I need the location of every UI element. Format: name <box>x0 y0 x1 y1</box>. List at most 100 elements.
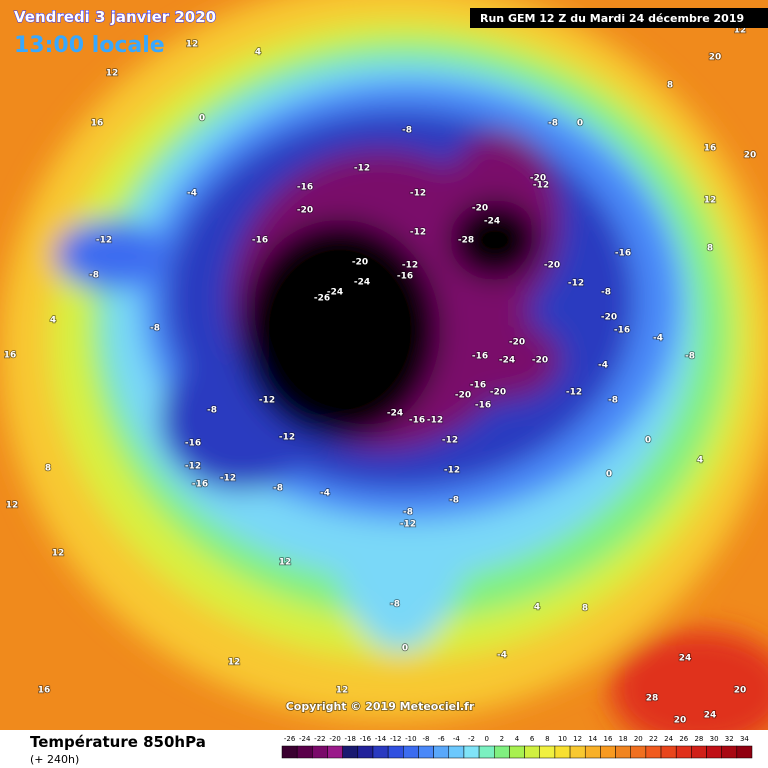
contour-label: -24 <box>354 278 370 288</box>
contour-label: -12 <box>427 416 443 426</box>
contour-label: -4 <box>187 189 197 199</box>
contour-label: -20 <box>544 261 560 271</box>
contour-label: -24 <box>499 356 515 366</box>
contour-label: -16 <box>615 249 631 259</box>
contour-label: -20 <box>530 174 546 184</box>
contour-label: 4 <box>534 603 540 613</box>
contour-label: -8 <box>89 271 99 281</box>
contour-label: -20 <box>455 391 471 401</box>
contour-label: 12 <box>6 501 19 511</box>
contour-label: -8 <box>449 496 459 506</box>
colorbar-label: -22 <box>314 735 325 743</box>
colorbar-cell <box>736 745 753 759</box>
colorbar-label: -10 <box>405 735 416 743</box>
contour-label: -16 <box>475 401 491 411</box>
colorbar-cell <box>584 745 601 759</box>
colorbar-label: 30 <box>710 735 719 743</box>
map-labels: 12161240-4-12-84168121212121216-8-8-16-1… <box>3 25 757 752</box>
colorbar-label: 34 <box>740 735 749 743</box>
contour-label: -12 <box>400 520 416 530</box>
contour-label: 24 <box>679 654 692 664</box>
colorbar-label: 0 <box>484 735 488 743</box>
contour-label: -8 <box>608 396 618 406</box>
colorbar-cell <box>403 745 419 759</box>
contour-label: 12 <box>228 658 241 668</box>
contour-label: -12 <box>354 164 370 174</box>
contour-label: -8 <box>403 508 413 518</box>
contour-label: 8 <box>667 81 673 91</box>
colorbar-label: -2 <box>468 735 475 743</box>
contour-label: -28 <box>458 236 474 246</box>
contour-label: -8 <box>402 126 412 136</box>
contour-label: -12 <box>410 189 426 199</box>
colorbar-cell <box>721 745 738 759</box>
contour-label: 0 <box>577 119 583 129</box>
colorbar-cell <box>433 745 450 759</box>
contour-label: -12 <box>442 436 458 446</box>
colorbar-cell <box>539 745 556 759</box>
contour-label: -20 <box>472 204 488 214</box>
colorbar-cell <box>418 745 434 759</box>
colorbar-label: -14 <box>375 735 387 743</box>
colorbar-label: -16 <box>360 735 372 743</box>
colorbar-label: 6 <box>530 735 535 743</box>
contour-label: 0 <box>402 644 408 654</box>
contour-label: -24 <box>387 409 403 419</box>
colorbar-cell <box>554 745 571 759</box>
contour-label: -16 <box>409 416 425 426</box>
colorbar-cell <box>706 745 722 759</box>
contour-label: -8 <box>207 406 217 416</box>
contour-label: -4 <box>653 334 663 344</box>
colorbar-cell <box>630 745 647 759</box>
colorbar-label: -20 <box>329 735 340 743</box>
colorbar-cell <box>600 745 616 759</box>
colorbar-label: 2 <box>500 735 504 743</box>
colorbar-label: -6 <box>438 735 446 743</box>
variable: Température 850hPa <box>30 733 206 751</box>
contour-label: 4 <box>255 48 261 58</box>
colorbar-label: 18 <box>619 735 628 743</box>
contour-label: 20 <box>709 53 722 63</box>
contour-label: -16 <box>252 236 268 246</box>
colorbar-cell <box>463 745 480 759</box>
contour-label: -16 <box>470 381 486 391</box>
colorbar-cell <box>281 745 298 759</box>
colorbar-cell <box>387 745 404 759</box>
colorbar-cell <box>675 745 692 759</box>
contour-label: 12 <box>186 40 199 50</box>
contour-label: -4 <box>320 489 330 499</box>
contour-label: -4 <box>598 361 608 371</box>
colorbar-label: 24 <box>664 735 673 743</box>
contour-label: -20 <box>601 313 617 323</box>
colorbar-label: -8 <box>423 735 430 743</box>
colorbar-label: 8 <box>545 735 549 743</box>
contour-label: 0 <box>645 436 651 446</box>
contour-label: 0 <box>199 114 205 124</box>
contour-label: -26 <box>314 294 330 304</box>
colorbar-label: -24 <box>299 735 311 743</box>
colorbar-cell <box>524 745 540 759</box>
contour-label: -24 <box>484 217 500 227</box>
lead: (+ 240h) <box>30 753 79 766</box>
colorbar-label: 22 <box>649 735 658 743</box>
colorbar-cell <box>615 745 631 759</box>
contour-label: -16 <box>472 352 488 362</box>
contour-label: -12 <box>259 396 275 406</box>
colorbar-cell <box>494 745 510 759</box>
colorbar-cell <box>342 745 359 759</box>
contour-label: -8 <box>548 119 558 129</box>
contour-label: -12 <box>279 433 295 443</box>
contour-label: 12 <box>279 558 292 568</box>
contour-label: -20 <box>490 388 506 398</box>
contour-label: 4 <box>50 316 56 326</box>
colorbar-cell <box>327 745 343 759</box>
contour-label: 8 <box>707 244 713 254</box>
map <box>0 0 768 750</box>
colorbar-cell <box>296 745 313 759</box>
colorbar-cell <box>448 745 465 759</box>
colorbar-label: -26 <box>284 735 296 743</box>
colorbar-label: -4 <box>453 735 461 743</box>
contour-label: 8 <box>582 604 588 614</box>
contour-label: -12 <box>220 474 236 484</box>
colorbar-cell <box>509 745 525 759</box>
